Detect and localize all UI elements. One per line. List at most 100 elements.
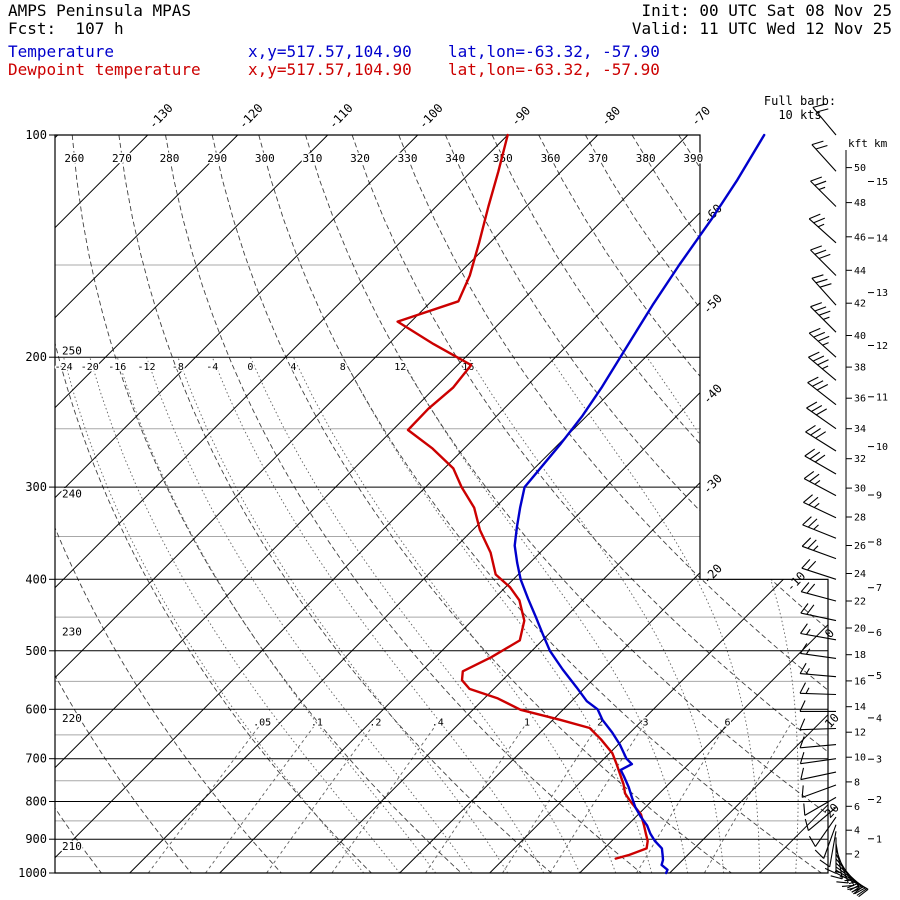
wind-barb xyxy=(803,494,837,519)
isotherm xyxy=(55,135,509,873)
wind-barb xyxy=(814,824,837,859)
wind-barb xyxy=(800,767,837,781)
kft-tick-label: 14 xyxy=(854,702,866,713)
isotherm-label-right: 10 xyxy=(822,711,842,731)
kft-tick-label: 18 xyxy=(854,650,866,661)
mixing-ratio-line xyxy=(331,722,439,873)
pressure-label: 300 xyxy=(25,480,47,494)
kft-tick-label: 16 xyxy=(854,676,866,687)
isotherm xyxy=(55,135,779,873)
legend-temperature-xy: x,y=517.57,104.90 xyxy=(248,42,412,61)
dry-adiabat xyxy=(55,135,282,873)
dry-adiabat-label-top: 280 xyxy=(160,152,180,165)
dry-adiabat xyxy=(351,135,828,873)
wind-barb xyxy=(799,700,836,712)
wind-barb xyxy=(819,831,837,868)
barb-legend-line2: 10 kts xyxy=(778,108,821,122)
dry-adiabat xyxy=(71,135,462,873)
wind-barb xyxy=(806,401,837,430)
wind-barb xyxy=(804,806,837,832)
mixing-ratio-line xyxy=(704,722,793,873)
moist-adiabat-label: 4 xyxy=(290,362,296,373)
mixing-ratio-label: 1 xyxy=(524,717,530,728)
isotherm-label-top: -130 xyxy=(146,101,176,132)
mixing-ratio-line xyxy=(147,722,263,873)
dry-adiabat xyxy=(165,135,642,873)
dry-adiabat-label-top: 370 xyxy=(588,152,608,165)
moist-adiabat-label: -16 xyxy=(108,362,126,373)
dewpoint-trace xyxy=(396,133,649,860)
pressure-label: 400 xyxy=(25,572,47,586)
mixing-ratio-line xyxy=(205,722,318,873)
moist-adiabat-label: -4 xyxy=(206,362,218,373)
isotherm xyxy=(219,135,828,873)
kft-axis-header: kft xyxy=(848,137,868,150)
kft-tick-label: 24 xyxy=(854,569,866,580)
isotherm-label-right: -40 xyxy=(700,381,725,406)
isotherm-label-top: -80 xyxy=(598,104,623,129)
init-time: Init: 00 UTC Sat 08 Nov 25 xyxy=(642,1,892,20)
km-tick-label: 8 xyxy=(876,538,882,549)
skewt-background xyxy=(55,135,828,873)
moist-adiabat xyxy=(146,357,473,873)
km-axis-header: km xyxy=(874,137,888,150)
kft-tick-label: 48 xyxy=(854,198,866,209)
mixing-ratio-line xyxy=(636,722,728,873)
forecast-hour: Fcst: 107 h xyxy=(8,19,124,38)
moist-adiabat-label: -20 xyxy=(81,362,99,373)
kft-tick-label: 12 xyxy=(854,728,866,739)
wind-barb xyxy=(802,516,837,539)
wind-barb xyxy=(799,736,837,749)
moist-adiabat xyxy=(467,356,725,873)
isotherm xyxy=(55,135,239,873)
km-tick-label: 4 xyxy=(876,713,882,724)
pressure-label: 700 xyxy=(25,752,47,766)
kft-tick-label: 28 xyxy=(854,513,866,524)
isotherm-label-top: -90 xyxy=(508,104,533,129)
pressure-label: 800 xyxy=(25,795,47,809)
km-tick-label: 13 xyxy=(876,288,888,299)
dry-adiabat xyxy=(211,135,732,873)
wind-barb xyxy=(803,470,837,497)
wind-barb xyxy=(804,448,837,475)
kft-tick-label: 34 xyxy=(854,424,866,435)
dry-adiabat xyxy=(444,135,828,873)
moist-adiabat-label: 8 xyxy=(340,362,346,373)
legend-dewpoint-latlon: lat,lon=-63.32, -57.90 xyxy=(448,60,660,79)
isotherm xyxy=(399,135,828,873)
dry-adiabat-label-top: 320 xyxy=(350,152,370,165)
isotherm xyxy=(579,135,828,873)
km-tick-label: 5 xyxy=(876,671,882,682)
isotherm xyxy=(309,135,828,873)
dry-adiabat xyxy=(258,135,822,873)
isotherm xyxy=(55,135,149,873)
dry-adiabat xyxy=(55,135,192,873)
dry-adiabat-label-top: 340 xyxy=(445,152,465,165)
isotherm-label-right: -10 xyxy=(783,569,808,594)
wind-barb xyxy=(808,816,837,847)
model-title: AMPS Peninsula MPAS xyxy=(8,1,191,20)
wind-barb xyxy=(800,582,837,602)
wind-barb xyxy=(810,245,837,276)
dry-adiabat xyxy=(55,135,372,873)
legend-temperature-latlon: lat,lon=-63.32, -57.90 xyxy=(448,42,660,61)
km-tick-label: 9 xyxy=(876,491,882,502)
wind-barb xyxy=(835,872,869,898)
dry-adiabat-label-top: 270 xyxy=(112,152,132,165)
dry-adiabat-label-left: 220 xyxy=(62,712,82,725)
moist-adiabat xyxy=(177,357,509,873)
isotherm-label-right: -50 xyxy=(700,291,725,316)
dry-adiabat-label-top: 380 xyxy=(636,152,656,165)
legend-temperature-label: Temperature xyxy=(8,42,114,61)
dry-adiabat xyxy=(398,135,828,873)
dry-adiabat xyxy=(118,135,552,873)
moist-adiabat xyxy=(63,357,365,873)
kft-tick-label: 44 xyxy=(854,266,866,277)
kft-tick-label: 40 xyxy=(854,331,866,342)
dry-adiabat xyxy=(678,135,828,873)
legend-dewpoint-xy: x,y=517.57,104.90 xyxy=(248,60,412,79)
wind-barb xyxy=(811,274,837,306)
dry-adiabat-label-left: 230 xyxy=(62,626,82,639)
wind-barb xyxy=(799,718,837,731)
legend-dewpoint-label: Dewpoint temperature xyxy=(8,60,201,79)
